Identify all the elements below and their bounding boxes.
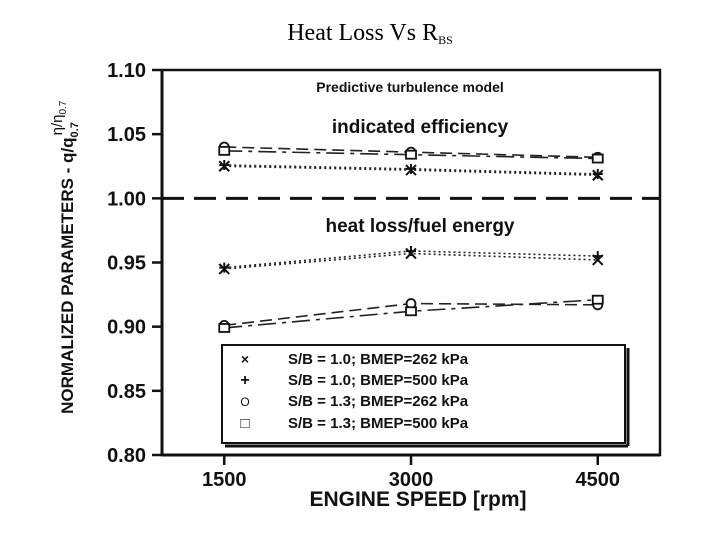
legend-text-0: S/B = 1.0; BMEP=262 kPa [288,351,469,368]
x-tick-label-2: 4500 [576,469,621,491]
x-tick-label-0: 1500 [202,469,247,491]
y-axis-label-main: NORMALIZED PARAMETERS - q/q [58,137,77,413]
y-tick-label-5: 1.05 [107,124,146,146]
series-3-point-2 [591,153,604,164]
series-3-point-0 [218,145,231,156]
y-axis-label-sub: 0.7 [69,122,81,137]
series-5-point-0 [219,262,230,273]
x-ticks: 1500 3000 4500 [202,455,620,491]
series-7-point-1 [405,306,417,317]
y-axis-label-secondary: η/η0.7 [49,100,69,135]
legend-text-2: S/B = 1.3; BMEP=262 kPa [288,393,469,410]
y-tick-label-4: 1.00 [107,188,146,210]
x-axis-label: ENGINE SPEED [rpm] [309,488,526,511]
x-tick-label-1: 3000 [389,469,434,491]
y-axis-label: NORMALIZED PARAMETERS - q/q0.7 [58,122,81,414]
series-5-point-1 [406,245,416,256]
legend-marker-3: □ [240,415,249,432]
annotation-indicated-efficiency: indicated efficiency [332,117,509,138]
series-5-point-2 [592,251,603,262]
series-layer [218,141,604,333]
series-7-point-2 [591,294,604,305]
series-3-point-1 [405,149,417,160]
annotation-heat-loss: heat loss/fuel energy [325,216,514,237]
slide-title-subscript: BS [438,33,453,47]
y-ticks: 0.80 0.85 0.90 0.95 1.00 1.05 1.10 [107,60,162,467]
y-tick-label-2: 0.90 [107,317,146,339]
y-tick-label-0: 0.80 [107,445,146,467]
slide-title: Heat Loss Vs RBS [0,20,720,48]
slide-title-main: Heat Loss Vs R [287,20,439,46]
y-tick-label-6: 1.10 [107,60,146,82]
legend-text-1: S/B = 1.0; BMEP=500 kPa [288,372,469,389]
chart-title: Predictive turbulence model [316,79,504,95]
legend-text-3: S/B = 1.3; BMEP=500 kPa [288,415,469,432]
legend-marker-1: + [240,372,249,389]
y-tick-label-1: 0.85 [107,381,146,403]
y-axis-label-secondary-sub: 0.7 [58,100,69,114]
series-1-point-0 [219,159,230,170]
series-1-point-2 [592,168,603,179]
y-tick-label-3: 0.95 [107,253,146,275]
legend-marker-0: × [241,351,249,367]
legend-box [221,344,626,444]
series-line-4 [224,252,598,270]
series-7-point-0 [218,323,231,333]
legend-marker-2: O [240,395,249,409]
legend: × S/B = 1.0; BMEP=262 kPa + S/B = 1.0; B… [221,344,630,448]
series-1-point-1 [406,163,416,174]
y-axis-label-secondary-main: η/η [49,115,66,136]
